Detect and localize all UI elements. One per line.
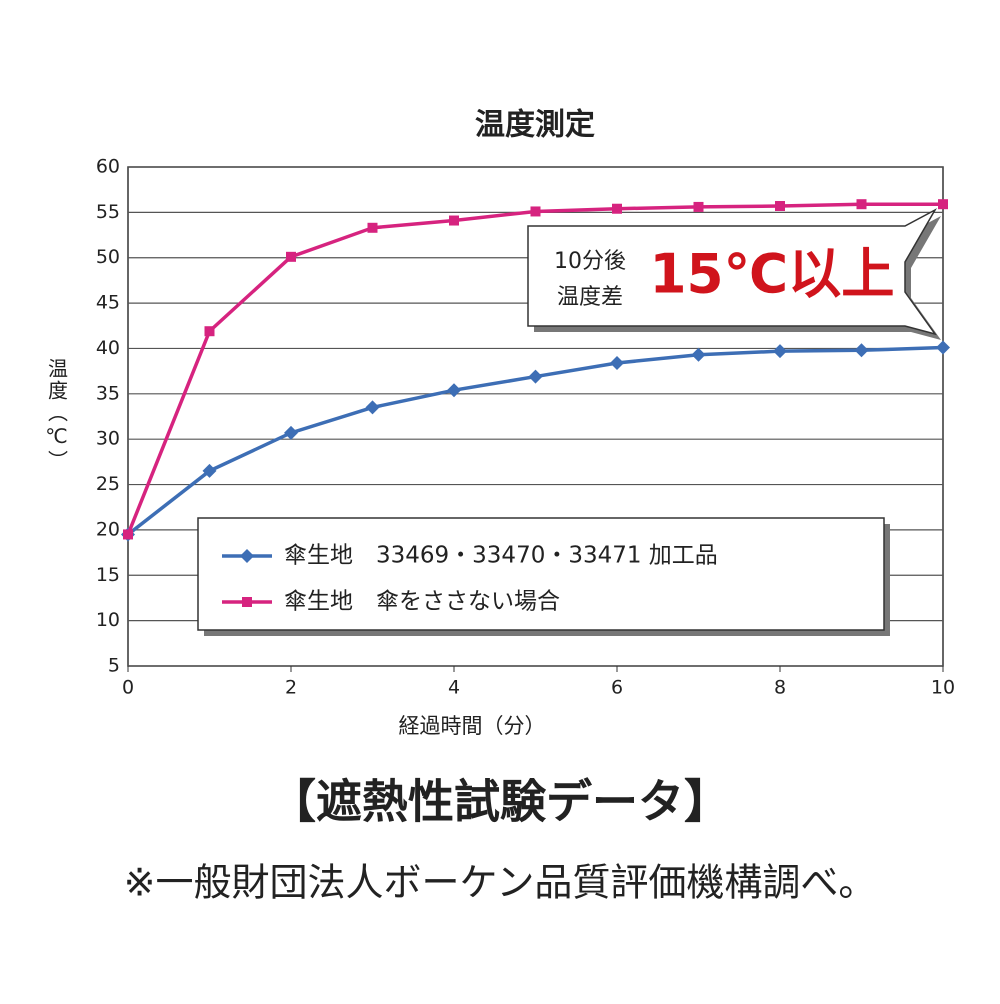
y-tick-label: 50 xyxy=(96,246,120,268)
marker xyxy=(242,597,252,607)
y-tick-label: 25 xyxy=(96,473,120,495)
y-tick-label: 15 xyxy=(96,564,120,586)
marker xyxy=(286,251,296,262)
x-axis-label: 経過時間（分） xyxy=(399,714,546,738)
callout-text: 10分後 xyxy=(554,249,626,274)
footer-heading: 【遮熱性試験データ】 xyxy=(270,775,730,829)
y-tick-label: 55 xyxy=(96,201,120,223)
y-tick-label: 35 xyxy=(96,382,120,404)
x-tick-label: 10 xyxy=(931,677,955,699)
marker xyxy=(528,369,543,384)
chart-title: 温度測定 xyxy=(475,108,595,143)
marker xyxy=(123,529,133,540)
legend xyxy=(197,517,885,631)
y-axis-label: 温度（℃） xyxy=(45,358,69,472)
y-tick-label: 60 xyxy=(96,156,120,178)
marker xyxy=(775,201,785,212)
marker xyxy=(367,222,378,233)
marker xyxy=(691,347,706,362)
x-tick-label: 8 xyxy=(774,677,786,699)
y-tick-label: 40 xyxy=(96,337,120,359)
y-tick-label: 45 xyxy=(96,292,120,314)
marker xyxy=(693,201,704,212)
marker xyxy=(773,344,787,359)
legend-label: 傘生地 33469・33470・33471 加工品 xyxy=(284,543,718,569)
callout-text: 温度差 xyxy=(557,285,623,310)
x-tick-label: 2 xyxy=(285,677,297,699)
marker xyxy=(938,199,948,210)
y-tick-label: 30 xyxy=(96,428,120,450)
marker xyxy=(530,206,541,217)
marker xyxy=(202,463,217,478)
marker xyxy=(936,340,950,355)
callout xyxy=(527,208,937,336)
marker xyxy=(610,355,624,370)
marker xyxy=(240,549,254,563)
callout-highlight: 15℃以上 xyxy=(650,243,895,306)
footer-note: ※一般財団法人ボーケン品質評価機構調べ。 xyxy=(124,861,877,905)
legend-label: 傘生地 傘をささない場合 xyxy=(284,589,560,615)
x-tick-label: 6 xyxy=(611,677,623,699)
marker xyxy=(204,326,215,337)
y-tick-label: 5 xyxy=(108,655,120,677)
marker xyxy=(856,199,867,210)
x-tick-label: 4 xyxy=(448,677,460,699)
marker xyxy=(449,215,459,226)
marker xyxy=(284,425,298,440)
marker xyxy=(854,343,869,358)
marker xyxy=(612,203,622,214)
marker xyxy=(447,383,461,398)
y-tick-label: 10 xyxy=(96,609,120,631)
x-tick-label: 0 xyxy=(122,677,134,699)
y-tick-label: 20 xyxy=(96,518,120,540)
marker xyxy=(365,400,380,415)
